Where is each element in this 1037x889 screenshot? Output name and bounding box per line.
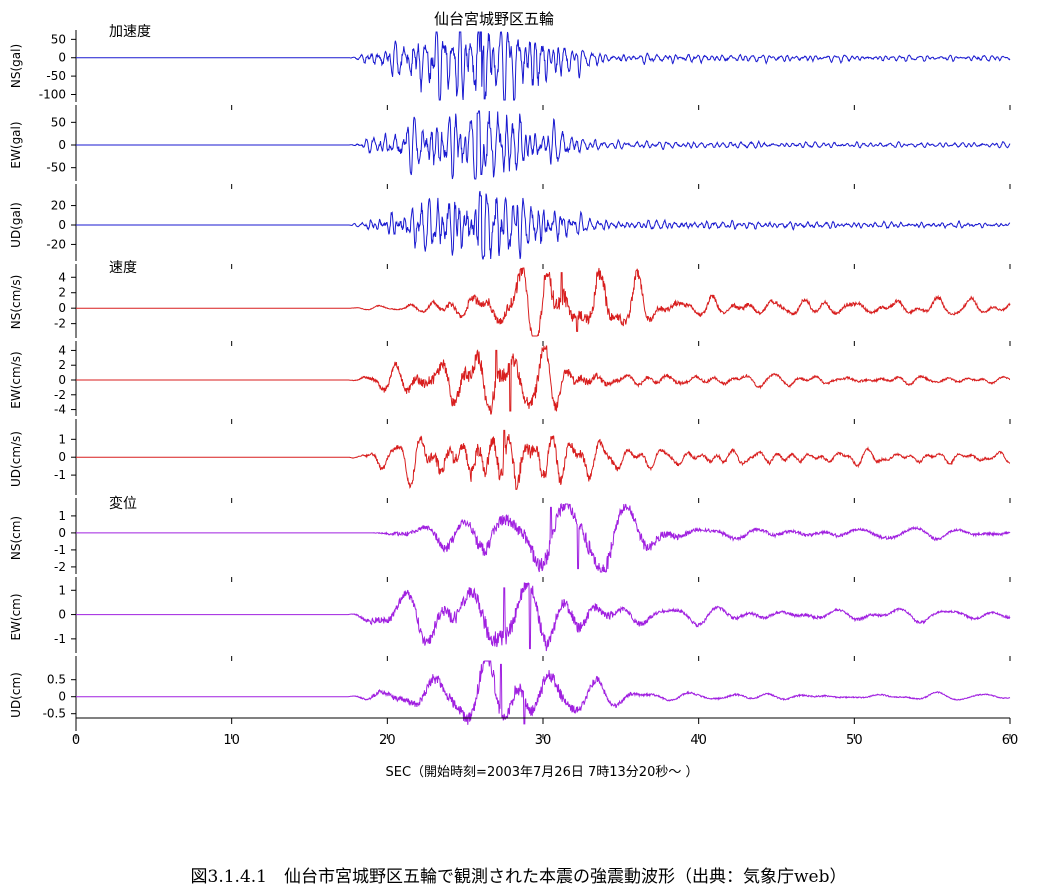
y-tick-label: 0 <box>58 301 66 315</box>
panel-ud-gal-: 20 0 -20 UD(gal) <box>9 189 1011 269</box>
y-tick-label: 1 <box>58 583 66 597</box>
y-tick-label: -20 <box>46 237 66 251</box>
y-tick-label: -100 <box>39 87 66 101</box>
y-tick-label: -2 <box>54 560 66 574</box>
group-label: 速度 <box>109 260 137 276</box>
x-tick-label: 40 <box>690 733 707 748</box>
x-tick-label: 60 <box>1002 733 1019 748</box>
y-tick-label: -50 <box>46 69 66 83</box>
y-axis-label: NS(cm) <box>9 516 23 560</box>
waveform-line <box>76 660 1011 725</box>
y-tick-label: -1 <box>54 468 66 482</box>
waveform-line <box>76 31 1011 101</box>
y-tick-label: 2 <box>58 358 66 372</box>
x-tick-label: 50 <box>846 733 863 748</box>
y-tick-label: 0 <box>58 218 66 232</box>
y-tick-label: 50 <box>51 32 66 46</box>
y-tick-label: 4 <box>58 270 66 284</box>
y-axis-label: NS(gal) <box>9 44 23 88</box>
y-tick-label: 1 <box>58 509 66 523</box>
panel-ew-cm-s-: 420-2-4 EW(cm/s) <box>9 343 1011 424</box>
panel-ns-cm-s-: 4 20 -2 NS(cm/s) 速度 <box>9 260 1011 346</box>
panel-ew-cm-: 1 0 -1 EW(cm) <box>9 581 1011 661</box>
y-axis-label: EW(cm) <box>9 593 23 640</box>
y-axis-label: UD(gal) <box>9 202 23 248</box>
panel-ns-gal-: 50 0 -50 -100 NS(gal) 加速度 <box>9 24 1011 110</box>
figure-caption: 図3.1.4.1 仙台市宮城野区五輪で観測された本震の強震動波形（出典：気象庁w… <box>190 867 847 887</box>
y-tick-label: -2 <box>54 388 66 402</box>
y-axis-label: UD(cm) <box>9 672 23 718</box>
y-tick-label: 0 <box>58 608 66 622</box>
waveform-line <box>76 267 1011 337</box>
y-tick-label: 50 <box>51 115 66 129</box>
waveform-line <box>76 110 1011 180</box>
y-tick-label: -2 <box>54 317 66 331</box>
y-axis-label: EW(gal) <box>9 121 23 168</box>
y-tick-label: -1 <box>54 632 66 646</box>
panel-ud-cm-s-: 1 0 -1 UD(cm/s) <box>9 423 1011 503</box>
waveform-panels: 500-50-100NS(gal)加速度500-50EW(gal)200-20U… <box>9 24 1011 739</box>
waveform-line <box>76 345 1011 415</box>
y-tick-label: 0 <box>58 690 66 704</box>
y-tick-label: 0.5 <box>47 673 66 687</box>
waveform-line <box>76 581 1011 652</box>
y-tick-label: 0 <box>58 138 66 152</box>
x-tick-label: 20 <box>379 733 396 748</box>
x-tick-label: 30 <box>535 733 552 748</box>
y-tick-label: 0 <box>58 373 66 387</box>
x-axis: 0 10 20 30 40 50 60 <box>72 717 1019 748</box>
y-tick-label: 0 <box>58 526 66 540</box>
panel-ew-gal-: 50 0 -50 EW(gal) <box>9 109 1011 189</box>
x-axis-label: SEC（開始時刻=2003年7月26日 7時13分20秒～ ） <box>386 765 699 780</box>
group-label: 変位 <box>109 495 137 512</box>
y-tick-label: -0.5 <box>43 707 66 721</box>
y-axis-label: NS(cm/s) <box>9 275 23 330</box>
y-axis-label: UD(cm/s) <box>9 431 23 487</box>
y-tick-label: 2 <box>58 286 66 300</box>
panel-ud-cm-: 0.5 0 -0.5 UD(cm) <box>9 659 1011 739</box>
waveform-line <box>76 503 1011 573</box>
y-tick-label: 4 <box>58 343 66 357</box>
x-tick-label: 10 <box>223 733 240 748</box>
y-tick-label: 0 <box>58 450 66 464</box>
y-tick-label: 20 <box>51 199 66 213</box>
group-label: 加速度 <box>109 24 151 40</box>
y-tick-label: -1 <box>54 543 66 557</box>
waveform-line <box>76 429 1011 490</box>
chart-title: 仙台宮城野区五輪 <box>434 10 554 28</box>
y-tick-label: -4 <box>54 403 66 417</box>
y-tick-label: -50 <box>46 161 66 175</box>
y-tick-label: 0 <box>58 51 66 65</box>
y-tick-label: 1 <box>58 432 66 446</box>
waveform-line <box>76 190 1011 260</box>
x-tick-label: 0 <box>72 733 80 748</box>
seismogram-chart: 仙台宮城野区五輪 500-50-100NS(gal)加速度500-50EW(ga… <box>9 10 1019 780</box>
panel-ns-cm-: 1 0 -1 -2 NS(cm) 変位 <box>9 495 1011 582</box>
y-axis-label: EW(cm/s) <box>9 351 23 408</box>
